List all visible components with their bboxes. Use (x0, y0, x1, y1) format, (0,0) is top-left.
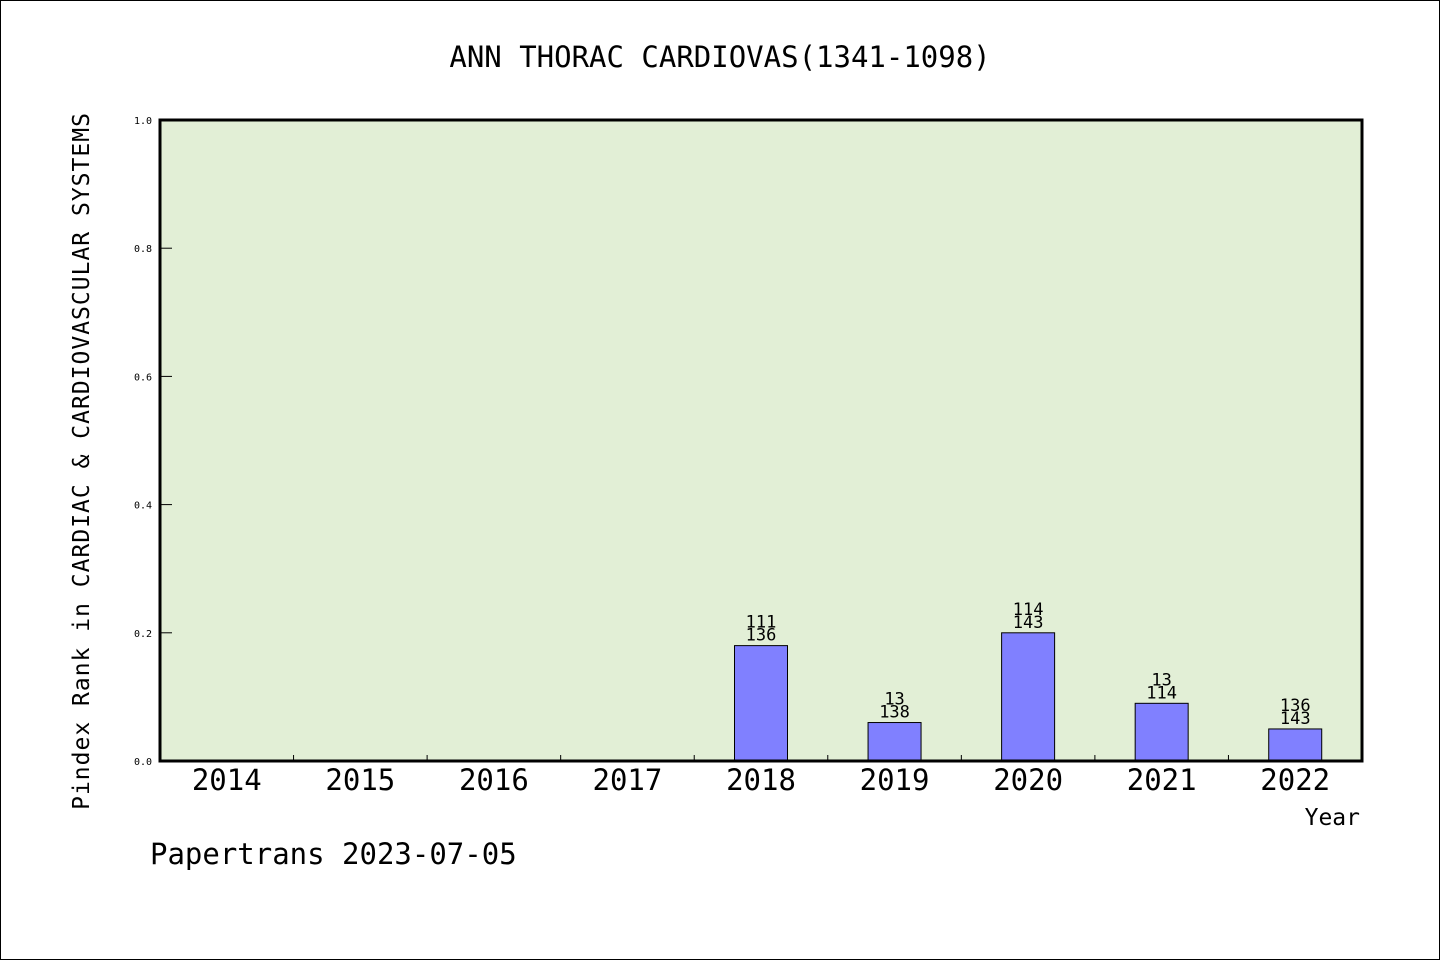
chart-title: ANN THORAC CARDIOVAS(1341-1098) (449, 40, 990, 74)
bar-label-top: 111 (746, 613, 777, 633)
bar-2021 (1134, 702, 1189, 762)
x-axis-label: Year (1305, 805, 1360, 831)
bar-label-top: 13 (1151, 670, 1171, 690)
y-tick-label: 0.4 (134, 501, 152, 512)
bar-2022 (1268, 728, 1323, 762)
x-tick-label: 2016 (459, 763, 529, 797)
bar-label-top: 136 (1280, 696, 1311, 716)
x-tick-label: 2022 (1260, 763, 1330, 797)
bar-label-top: 114 (1013, 600, 1044, 620)
bar-label-bottom: 138 (879, 703, 910, 723)
bar-label-bottom: 114 (1146, 683, 1177, 703)
bar-2020 (1001, 632, 1056, 762)
bar-label-bottom: 143 (1280, 709, 1311, 729)
x-tick-label: 2020 (993, 763, 1063, 797)
x-tick-label: 2017 (593, 763, 663, 797)
plot-border (158, 118, 1364, 763)
bar-2018 (734, 645, 788, 762)
y-tick-label: 0.8 (134, 244, 152, 255)
x-axis: 2014 2015 2016 2017 2018 2019 2020 2021 2022 (192, 755, 1330, 797)
y-tick-label: 0.0 (134, 757, 152, 768)
footer-text: Papertrans 2023-07-05 (150, 837, 517, 871)
bar-label-bottom: 143 (1013, 613, 1044, 633)
x-tick-label: 2015 (325, 763, 395, 797)
bar-2019 (867, 722, 922, 762)
x-tick-label: 2019 (860, 763, 930, 797)
x-tick-label: 2021 (1127, 763, 1197, 797)
x-tick-label: 2014 (192, 763, 262, 797)
x-tick-label: 2018 (726, 763, 796, 797)
y-tick-label: 0.6 (134, 372, 152, 383)
y-tick-label: 0.2 (134, 629, 152, 640)
y-tick-label: 1.0 (134, 116, 152, 127)
y-axis-label: Pindex Rank in CARDIAC & CARDIOVASCULAR … (69, 112, 95, 810)
bar-label-bottom: 136 (746, 626, 777, 646)
bar-label-top: 13 (884, 690, 904, 710)
